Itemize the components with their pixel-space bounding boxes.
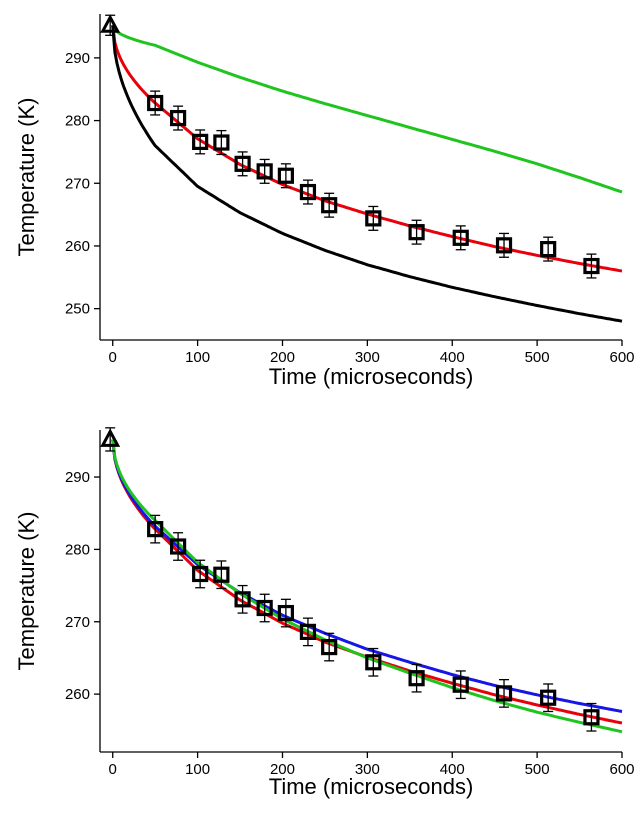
- y-tick-label: 260: [65, 686, 90, 703]
- y-axis-title: Temperature (K): [14, 98, 39, 257]
- x-tick-label: 400: [440, 761, 465, 778]
- fit-curve: [111, 25, 623, 323]
- data-point-square: [540, 240, 557, 258]
- x-tick-label: 200: [270, 761, 295, 778]
- data-point-square: [583, 709, 600, 726]
- data-point-square: [365, 654, 382, 671]
- y-tick-label: 260: [65, 238, 90, 255]
- y-tick-label: 290: [65, 50, 90, 67]
- bottom-panel: 0 100 200 300 400 500 600 260 270 280 290 Time (mic…: [14, 427, 635, 799]
- fit-curve: [111, 25, 623, 273]
- y-tick-label: 280: [65, 541, 90, 558]
- x-tick-label: 100: [185, 349, 210, 366]
- data-point-square: [277, 604, 294, 622]
- data-point-square: [234, 591, 251, 608]
- data-point-square: [408, 224, 425, 241]
- x-tick-label: 300: [355, 349, 380, 366]
- data-point-square: [365, 210, 382, 227]
- x-tick-label: 300: [355, 761, 380, 778]
- data-point-square: [192, 565, 209, 583]
- fit-curve: [111, 439, 623, 725]
- x-axis-title: Time (microseconds): [269, 774, 474, 799]
- y-tick-label: 250: [65, 301, 90, 318]
- data-point-square: [452, 676, 469, 693]
- x-tick-label: 500: [525, 761, 550, 778]
- x-tick-label: 100: [185, 761, 210, 778]
- x-tick-label: 400: [440, 349, 465, 366]
- data-point-square: [495, 237, 513, 254]
- fit-curve: [111, 439, 623, 713]
- data-point-square: [408, 670, 425, 687]
- data-point-triangle: [100, 14, 121, 33]
- data-point-square: [452, 229, 469, 246]
- y-tick-label: 290: [65, 469, 90, 486]
- data-point-square: [213, 134, 230, 151]
- top-panel: 0 100 200 300 400 500 600 250 260 270 280 290 Time (…: [14, 14, 635, 389]
- data-point-square: [540, 689, 557, 706]
- data-point-square: [299, 183, 317, 201]
- y-axis-title: Temperature (K): [14, 512, 39, 671]
- fit-curve: [111, 439, 623, 734]
- data-point-square: [169, 538, 187, 555]
- data-point-square: [299, 623, 317, 640]
- data-point-square: [169, 109, 187, 127]
- data-point-square: [213, 566, 230, 583]
- y-tick-label: 280: [65, 113, 90, 130]
- data-point-square: [234, 155, 251, 172]
- x-tick-label: 600: [609, 349, 634, 366]
- y-tick-label: 270: [65, 175, 90, 192]
- x-tick-label: 200: [270, 349, 295, 366]
- x-axis-title: Time (microseconds): [269, 364, 474, 389]
- y-tick-label: 270: [65, 614, 90, 631]
- data-point-square: [256, 163, 273, 180]
- data-point-square: [192, 133, 209, 150]
- data-point-square: [583, 257, 600, 275]
- data-point-square: [147, 521, 164, 538]
- data-point-square: [277, 167, 294, 184]
- data-point-square: [256, 599, 273, 617]
- fit-curve: [111, 24, 623, 194]
- x-tick-label: 600: [609, 761, 634, 778]
- data-point-square: [495, 685, 513, 702]
- x-tick-label: 500: [525, 349, 550, 366]
- data-point-square: [321, 638, 338, 656]
- data-point-triangle: [100, 428, 121, 447]
- data-point-square: [147, 94, 164, 112]
- data-point-square: [321, 197, 338, 214]
- x-tick-label: 0: [109, 349, 117, 366]
- x-tick-label: 0: [109, 761, 117, 778]
